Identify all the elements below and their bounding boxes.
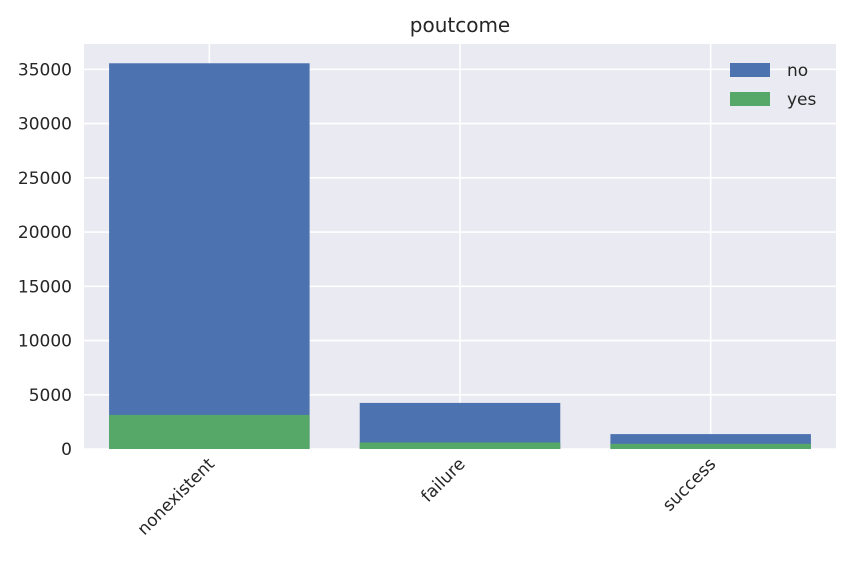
y-tick-label: 10000 — [18, 332, 72, 352]
legend-label-yes: yes — [787, 90, 817, 110]
legend-swatch-no — [730, 63, 770, 77]
legend: no yes — [730, 61, 817, 110]
legend-swatch-yes — [730, 92, 770, 106]
chart-title: poutcome — [410, 13, 510, 37]
y-tick-label: 5000 — [29, 386, 72, 406]
legend-label-no: no — [787, 61, 808, 81]
x-tick-label: success — [659, 454, 720, 515]
bar-yes-nonexistent — [109, 414, 310, 449]
bar-yes-failure — [359, 442, 561, 449]
y-tick-label: 0 — [61, 440, 72, 460]
y-tick-label: 25000 — [18, 169, 72, 189]
bar-no-failure — [359, 402, 561, 449]
bars — [109, 63, 811, 449]
x-tick-label: failure — [417, 454, 469, 506]
x-tick-label: nonexistent — [134, 454, 219, 539]
x-axis-ticks: nonexistent failure success — [134, 454, 721, 539]
y-tick-label: 35000 — [18, 60, 72, 80]
y-tick-label: 15000 — [18, 277, 72, 297]
y-tick-label: 30000 — [18, 115, 72, 135]
y-tick-label: 20000 — [18, 223, 72, 243]
bar-yes-success — [610, 443, 811, 449]
bar-no-nonexistent — [109, 63, 310, 449]
y-axis-ticks: 0 5000 10000 15000 20000 25000 30000 35000 — [18, 60, 72, 460]
